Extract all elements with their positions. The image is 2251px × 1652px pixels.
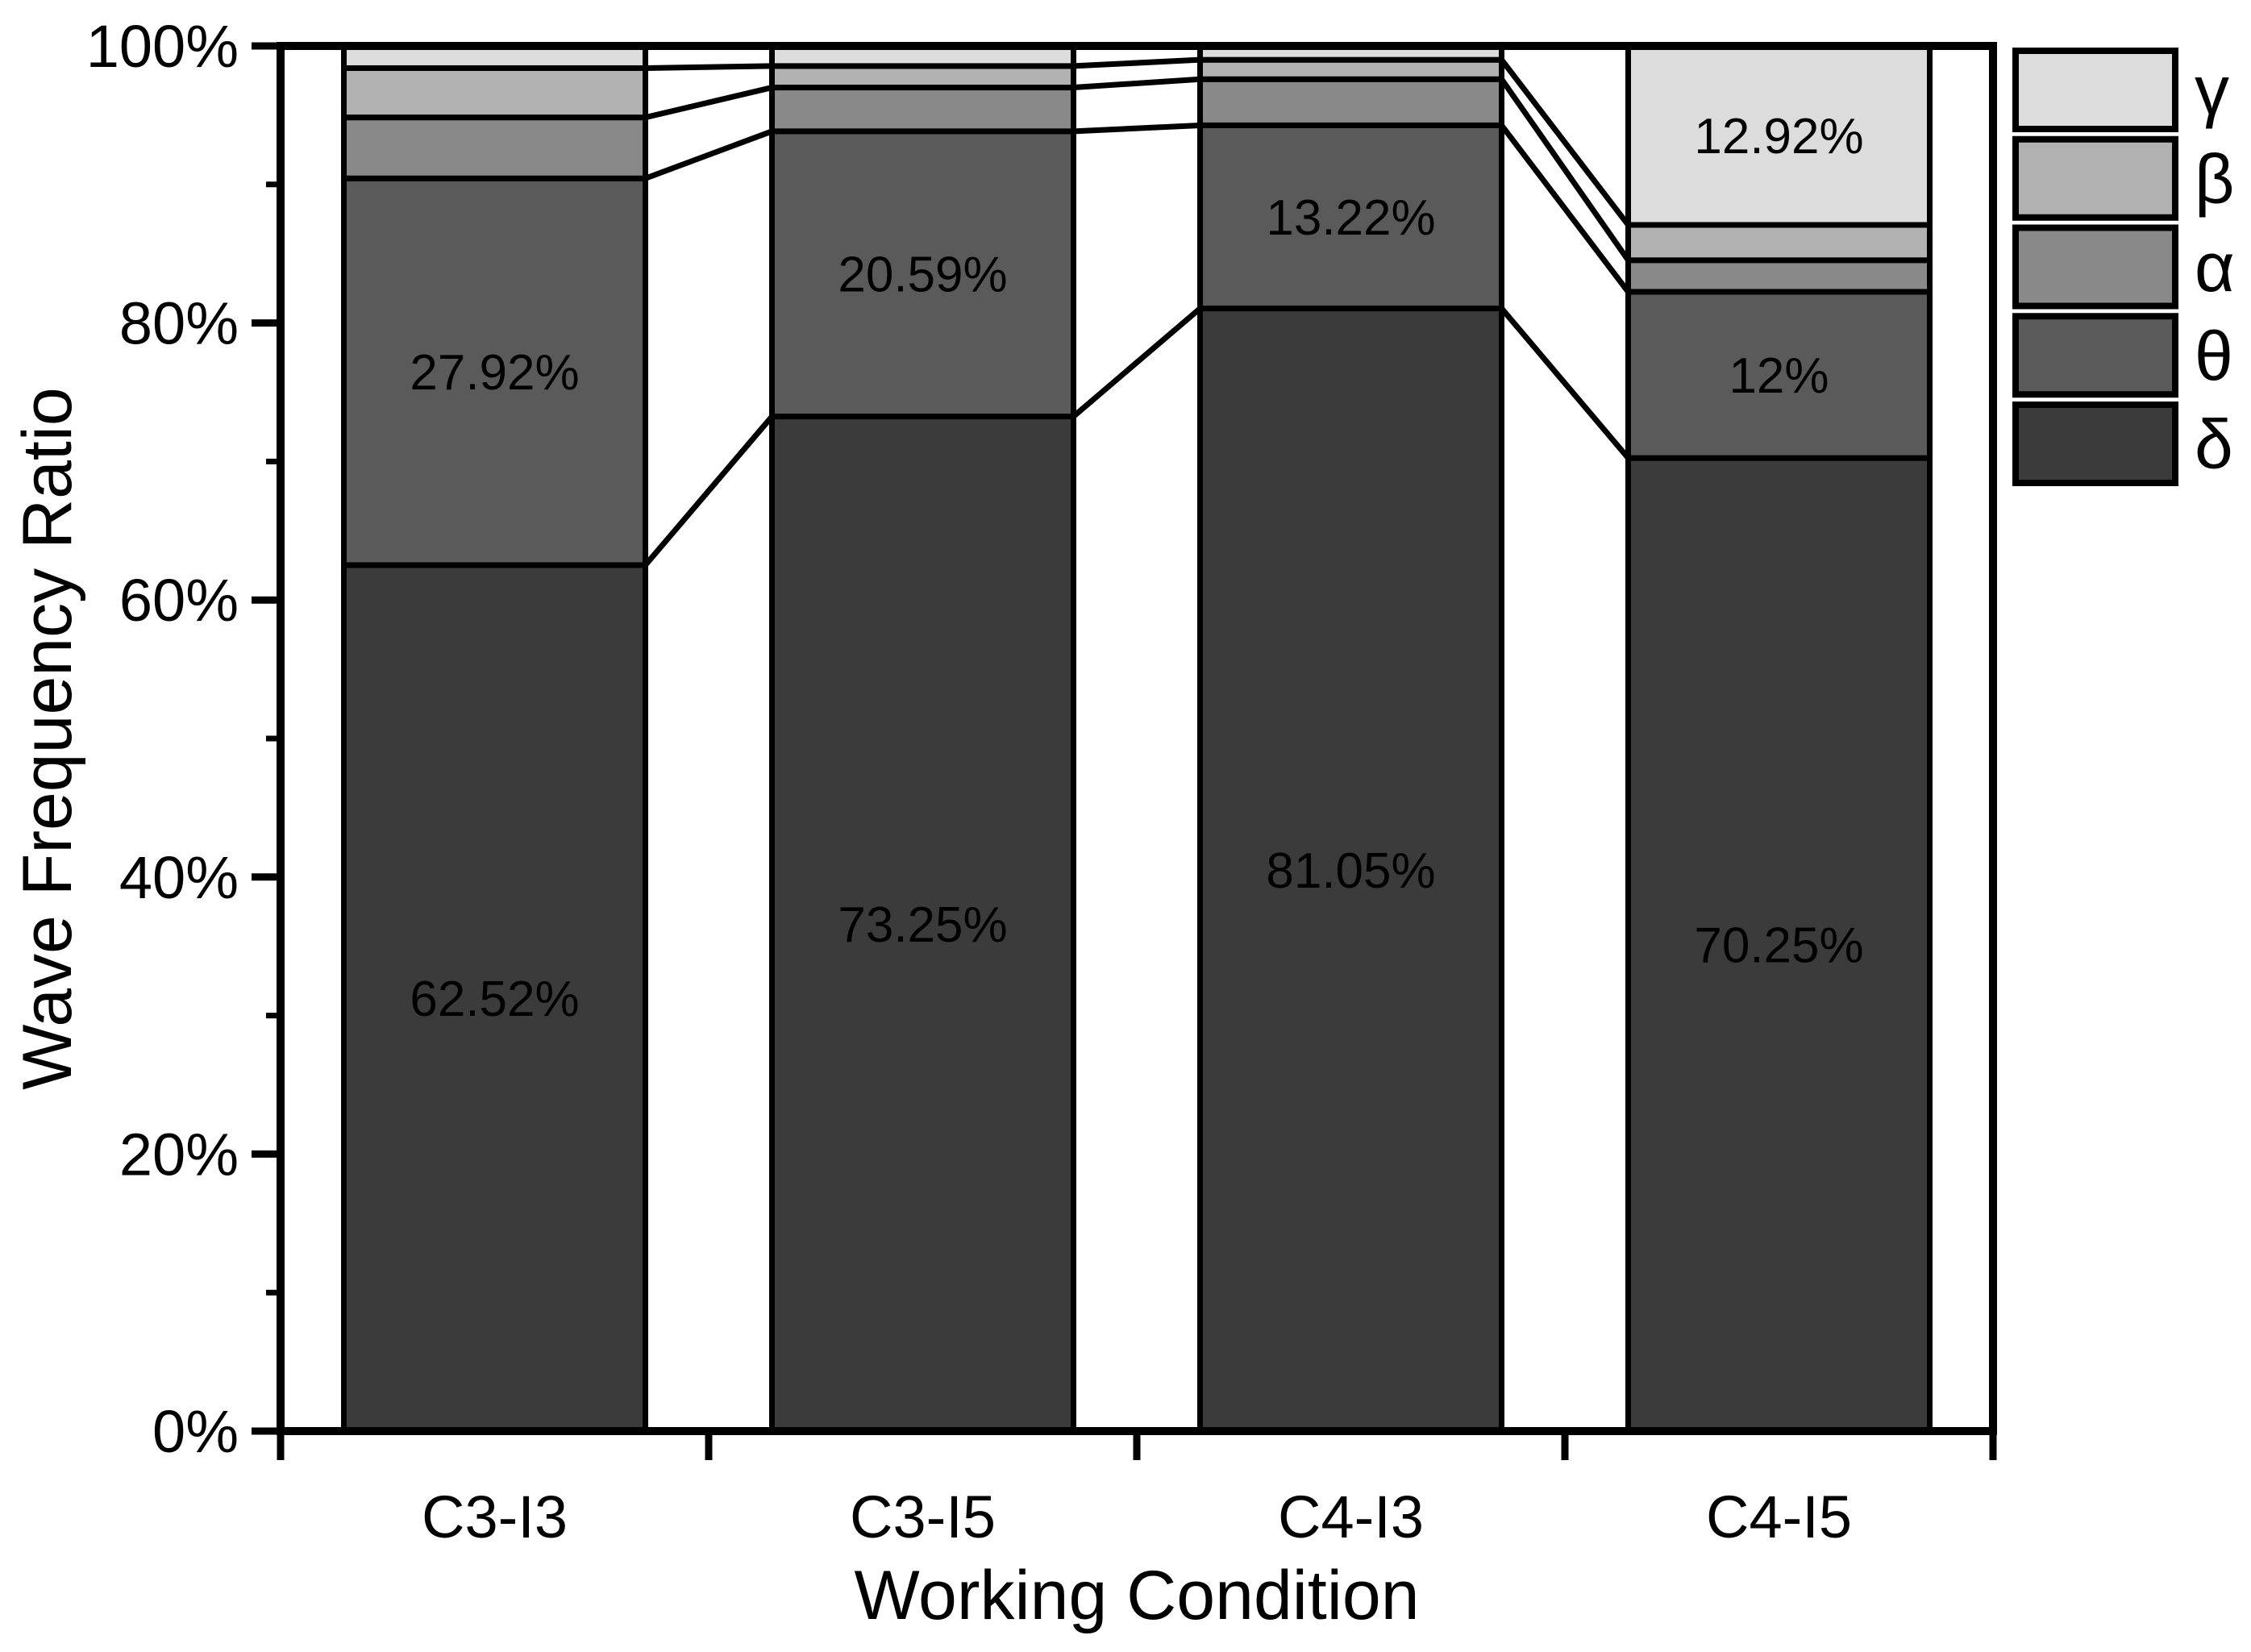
bar-value-label-γ-C4-I5: 12.92% [1694, 109, 1863, 164]
y-tick-label-0: 0% [152, 1398, 239, 1465]
connector-line-δ [1499, 306, 1631, 460]
bar-segment-α-C4-I3 [1197, 76, 1504, 128]
bar-segment-γ-C4-I5 [1625, 43, 1933, 228]
legend-label-γ: γ [2195, 52, 2229, 130]
y-tick-label-20: 20% [119, 1121, 239, 1188]
bar-value-label-δ-C3-I3: 62.52% [410, 972, 579, 1027]
bar-value-label-δ-C4-I3: 81.05% [1266, 843, 1435, 899]
bar-value-label-θ-C4-I3: 13.22% [1266, 190, 1435, 246]
legend-label-β: β [2195, 140, 2234, 218]
bars [341, 43, 1933, 1434]
y-tick-label-40: 40% [119, 844, 239, 911]
legend-label-θ: θ [2195, 318, 2233, 395]
bar-segment-θ-C4-I5 [1625, 289, 1933, 461]
axes: 0% 20% 40% 60% 80% 100% C3-I3 C3-I5 C4-I3 C4-I5 [86, 13, 1997, 1550]
legend-swatch-θ [2012, 313, 2178, 398]
y-tick-label-60: 60% [119, 567, 239, 634]
legend-swatch-γ [2012, 48, 2178, 132]
category-label-C3-I3: C3-I3 [422, 1483, 568, 1550]
category-label-C3-I5: C3-I5 [850, 1483, 996, 1550]
connector-line-θ [1073, 122, 1200, 135]
connector-line-θ [1499, 123, 1631, 294]
legend-label-α: α [2195, 229, 2235, 306]
y-tick-label-80: 80% [119, 290, 239, 357]
bar-segment-δ-C3-I3 [341, 562, 648, 1434]
bar-segment-β-C3-I5 [769, 63, 1076, 91]
bar-segment-θ-C3-I3 [341, 175, 648, 568]
bar-value-label-δ-C3-I5: 73.25% [838, 897, 1007, 953]
bar-segment-θ-C4-I3 [1197, 122, 1504, 312]
bar-segment-α-C3-I3 [341, 114, 648, 181]
bar-value-label-θ-C4-I5: 12% [1729, 348, 1829, 404]
connector-line-δ [643, 414, 775, 568]
connector-line-α [1499, 77, 1631, 262]
bar-segment-α-C4-I5 [1625, 257, 1933, 295]
connector-line-β [1499, 58, 1631, 227]
connector-line-α [1073, 76, 1200, 91]
connector-line-α [644, 85, 773, 121]
legend-label-δ: δ [2195, 406, 2233, 484]
bar-value-labels: 62.52% 73.25% 81.05% 70.25% 27.92% 20.59% 13.2… [410, 109, 1863, 1027]
bar-segment-α-C3-I5 [769, 85, 1076, 135]
bar-value-label-δ-C4-I5: 70.25% [1694, 918, 1863, 974]
bar-segment-β-C4-I5 [1625, 222, 1933, 264]
connector-line-β [1073, 56, 1200, 69]
category-label-C4-I3: C4-I3 [1278, 1483, 1424, 1550]
legend-swatch-α [2012, 224, 2178, 310]
category-label-C4-I5: C4-I5 [1706, 1483, 1852, 1550]
x-axis-title: Working Condition [854, 1557, 1419, 1634]
legend-swatch-δ [2012, 402, 2178, 486]
connector-line-β [645, 63, 772, 71]
bar-segment-θ-C3-I5 [769, 128, 1076, 420]
bar-segment-β-C3-I3 [341, 64, 648, 121]
y-axis-title: Wave Frequency Ratio [9, 387, 86, 1090]
bar-value-label-θ-C3-I5: 20.59% [838, 248, 1007, 303]
bar-value-label-θ-C3-I3: 27.92% [410, 345, 579, 401]
bar-segment-β-C4-I3 [1197, 56, 1504, 82]
connector-line-δ [1071, 306, 1202, 419]
legend-swatch-β [2012, 135, 2178, 221]
connector-lines [643, 56, 1631, 568]
y-tick-label-100: 100% [86, 13, 239, 80]
connector-line-θ [644, 128, 773, 181]
